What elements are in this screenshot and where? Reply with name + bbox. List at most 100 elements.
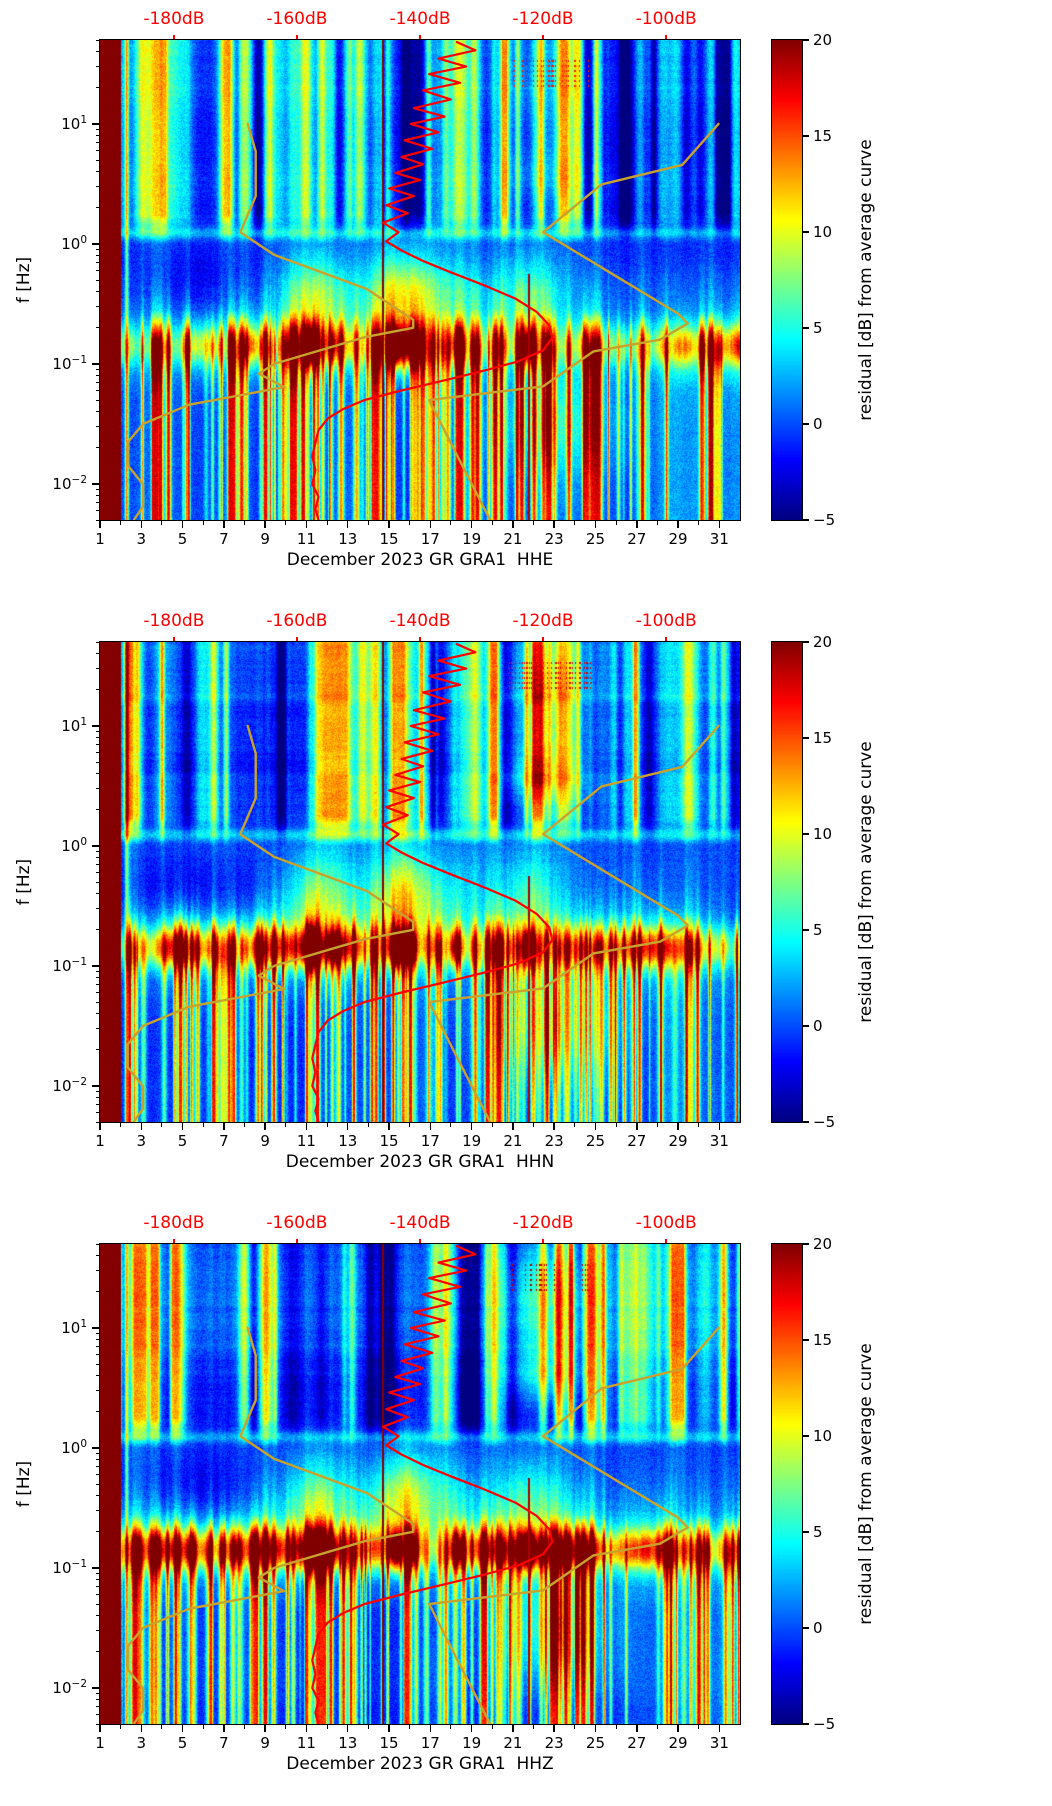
colorbar-tick-label: 0: [813, 415, 823, 433]
colorbar-tick-label: 15: [813, 127, 833, 145]
mean-psd-curve: [311, 40, 554, 520]
top-db-tick: [419, 637, 421, 642]
y-minor-tick: [96, 1390, 100, 1392]
y-minor-tick: [96, 1270, 100, 1272]
x-major-tick: [346, 521, 349, 528]
top-db-tick: [173, 1239, 175, 1244]
colorbar-tick-label: 10: [813, 825, 833, 843]
top-db-label: -140dB: [389, 611, 451, 631]
x-minor-tick: [656, 521, 658, 525]
x-minor-tick: [285, 1123, 287, 1127]
y-minor-tick: [96, 1615, 100, 1617]
y-minor-tick: [96, 1585, 100, 1587]
colorbar-frame: [771, 1243, 803, 1725]
colorbar-tick: [803, 1531, 809, 1533]
x-minor-tick: [533, 1725, 535, 1729]
y-tick-label: 10−1: [52, 955, 87, 975]
spectrogram-hhn: [100, 642, 740, 1122]
x-tick-label: 15: [379, 1734, 399, 1752]
y-minor-tick: [96, 51, 100, 53]
x-tick-label: 13: [338, 1734, 358, 1752]
x-major-tick: [264, 1123, 266, 1130]
y-minor-tick: [96, 291, 100, 293]
x-tick-label: 3: [136, 1132, 147, 1150]
x-major-tick: [470, 1123, 473, 1130]
y-major-tick: [92, 1447, 100, 1449]
x-major-tick: [594, 521, 597, 528]
colorbar-tick-label: 5: [813, 319, 823, 337]
y-minor-tick: [96, 389, 100, 391]
x-major-tick: [99, 1123, 101, 1130]
y-minor-tick: [96, 1473, 100, 1475]
x-tick-label: 1: [95, 1132, 105, 1150]
colorbar-tick-label: 0: [813, 1017, 823, 1035]
colorbar-label: residual [dB] from average curve: [856, 1343, 876, 1625]
x-minor-tick: [161, 521, 163, 525]
x-tick-label: 5: [177, 530, 188, 548]
x-tick-label: 11: [296, 1132, 316, 1150]
mean-psd-curve: [311, 642, 554, 1122]
y-minor-tick: [96, 1111, 100, 1113]
x-tick-label: 11: [296, 1734, 316, 1752]
x-minor-tick: [285, 521, 287, 525]
colorbar-frame: [771, 641, 803, 1123]
colorbar-frame: [771, 39, 803, 521]
nlnm-curve: [126, 122, 415, 520]
psd-curves-overlay: [126, 1244, 720, 1724]
top-db-label: -180dB: [143, 611, 205, 631]
x-tick-label: 7: [219, 1132, 229, 1150]
colorbar: [772, 642, 802, 1122]
y-minor-tick: [96, 1332, 100, 1334]
x-major-tick: [99, 1725, 101, 1732]
x-tick-label: 13: [338, 530, 358, 548]
y-minor-tick: [96, 87, 100, 89]
colorbar-tick: [803, 1723, 809, 1725]
x-minor-tick: [698, 521, 700, 525]
y-minor-tick: [96, 269, 100, 271]
x-tick-label: 15: [379, 530, 399, 548]
x-tick-label: 29: [668, 530, 688, 548]
y-major-tick: [92, 1567, 100, 1569]
x-tick-label: 17: [420, 1734, 440, 1752]
colorbar-tick-label: 0: [813, 1619, 823, 1637]
y-minor-tick: [96, 128, 100, 130]
x-minor-tick: [615, 1725, 617, 1729]
top-db-label: -140dB: [389, 1213, 451, 1233]
y-minor-tick: [96, 1363, 100, 1365]
x-major-tick: [718, 1123, 721, 1130]
colorbar-label: residual [dB] from average curve: [856, 741, 876, 1023]
colorbar-tick-label: −5: [813, 1113, 836, 1131]
nlnm-curve: [126, 1326, 415, 1724]
top-db-label: -120dB: [512, 1213, 574, 1233]
y-minor-tick: [96, 411, 100, 413]
x-major-tick: [512, 1123, 514, 1130]
x-major-tick: [429, 1123, 432, 1130]
y-minor-tick: [96, 1339, 100, 1340]
colorbar: [772, 1244, 802, 1724]
x-minor-tick: [285, 1725, 287, 1729]
top-db-label: -100dB: [635, 9, 697, 29]
top-db-tick: [173, 35, 175, 40]
x-minor-tick: [326, 521, 328, 525]
colorbar-tick: [803, 231, 809, 233]
psd-curves-overlay: [126, 40, 720, 520]
top-db-label: -120dB: [512, 9, 574, 29]
y-minor-tick: [96, 171, 100, 173]
y-minor-tick: [96, 368, 100, 370]
x-minor-tick: [244, 521, 246, 525]
x-major-tick: [140, 1123, 143, 1130]
x-tick-label: 7: [219, 530, 229, 548]
x-minor-tick: [533, 521, 535, 525]
y-minor-tick: [96, 1345, 100, 1347]
y-minor-tick: [96, 751, 100, 753]
colorbar-tick: [803, 1243, 809, 1245]
y-minor-tick: [96, 1692, 100, 1694]
y-minor-tick: [96, 1090, 100, 1092]
x-tick-label: 11: [296, 530, 316, 548]
colorbar-tick: [803, 39, 809, 41]
colorbar-tick-label: 10: [813, 1427, 833, 1445]
y-minor-tick: [96, 908, 100, 910]
y-minor-tick: [96, 141, 100, 143]
x-major-tick: [140, 521, 143, 528]
